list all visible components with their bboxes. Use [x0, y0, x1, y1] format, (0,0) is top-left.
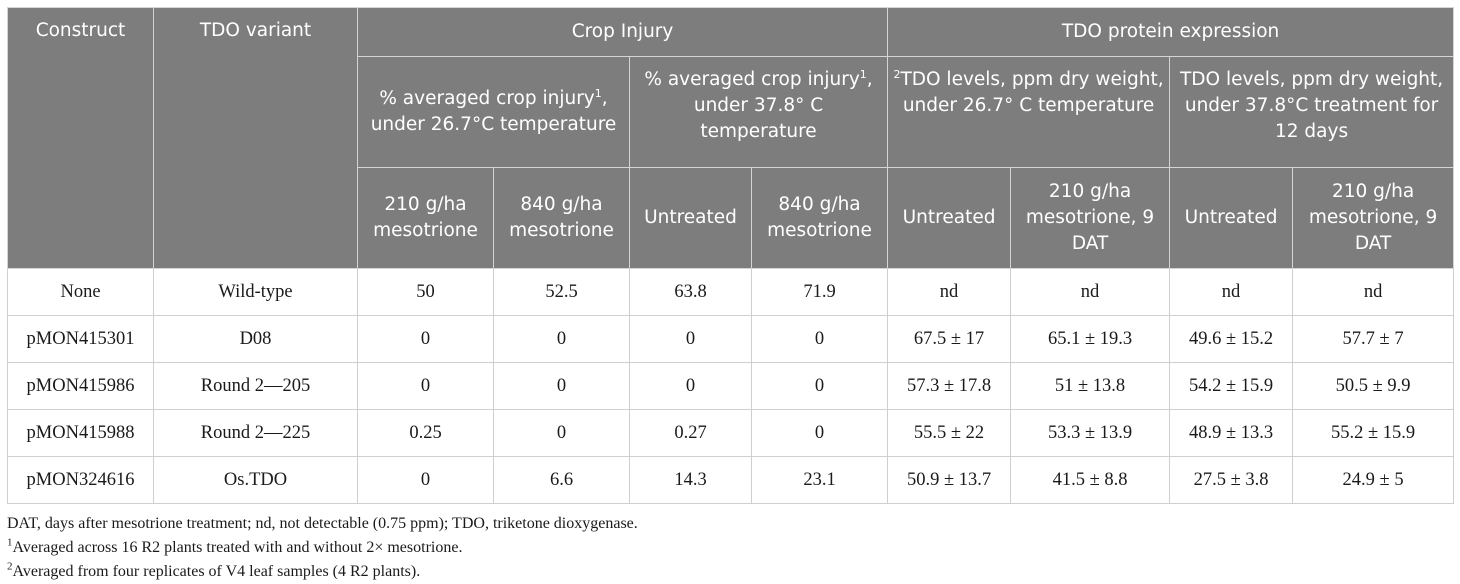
table-cell: 55.5 ± 22	[887, 409, 1012, 457]
table-row: pMON415301 D08 0 0 0 0 67.5 ± 17 65.1 ± 19.3 49.…	[7, 315, 1455, 363]
table-cell: Wild-type	[153, 268, 358, 316]
table-row: pMON415986 Round 2—205 0 0 0 0 57.3 ± 17.8 51 ±…	[7, 362, 1455, 410]
table-cell: 0	[750, 362, 889, 410]
table-cell: 49.6 ± 15.2	[1169, 315, 1294, 363]
table-cell: 0.27	[629, 409, 752, 457]
table-cell: 50.5 ± 9.9	[1292, 362, 1455, 410]
table-cell: 24.9 ± 5	[1292, 456, 1455, 504]
table-cell: nd	[1010, 268, 1171, 316]
header-crop-injury: Crop Injury	[356, 7, 889, 57]
header-injury-37: % averaged crop injury1, under 37.8° C t…	[628, 56, 889, 168]
header-tdo-37: TDO levels, ppm dry weight, under 37.8°C…	[1169, 56, 1455, 168]
table-body: None Wild-type 50 52.5 63.8 71.9 nd nd nd nd pMON4…	[7, 268, 1455, 504]
table-cell: 48.9 ± 13.3	[1169, 409, 1294, 457]
subheader-cell: Untreated	[1169, 167, 1294, 269]
table-cell: 27.5 ± 3.8	[1169, 456, 1294, 504]
footnote-1: 1Averaged across 16 R2 plants treated wi…	[7, 536, 463, 556]
table-cell: nd	[1169, 268, 1294, 316]
data-table: Construct TDO variant Crop Injury TDO pr…	[7, 7, 1455, 504]
table-cell: 51 ± 13.8	[1010, 362, 1171, 410]
header-construct: Construct	[7, 7, 154, 269]
table-cell: 14.3	[629, 456, 752, 504]
table-cell: pMON415988	[7, 409, 154, 457]
header-tdo-expression: TDO protein expression	[887, 7, 1455, 57]
table-cell: 0	[493, 315, 630, 363]
table-cell: 63.8	[629, 268, 752, 316]
table-cell: None	[7, 268, 154, 316]
table-cell: 50.9 ± 13.7	[887, 456, 1012, 504]
subheader-cell: 210 g/ha mesotrione, 9 DAT	[1010, 167, 1171, 269]
table-row: pMON415988 Round 2—225 0.25 0 0.27 0 55.5 ± 22…	[7, 409, 1455, 457]
table-cell: 41.5 ± 8.8	[1010, 456, 1171, 504]
table-cell: 0	[493, 362, 630, 410]
table-cell: nd	[1292, 268, 1455, 316]
subheader-cell: 210 g/ha mesotrione, 9 DAT	[1292, 167, 1455, 269]
table-cell: nd	[887, 268, 1012, 316]
subheader-cell: 840 g/ha mesotrione	[493, 167, 630, 269]
table-cell: 0	[629, 315, 752, 363]
table-cell: 52.5	[493, 268, 630, 316]
table-cell: 53.3 ± 13.9	[1010, 409, 1171, 457]
footnote-abbreviations: DAT, days after mesotrione treatment; nd…	[7, 515, 638, 532]
table-cell: 57.7 ± 7	[1292, 315, 1455, 363]
table-cell: 50	[357, 268, 494, 316]
subheader-cell: 840 g/ha mesotrione	[750, 167, 889, 269]
table-cell: 67.5 ± 17	[887, 315, 1012, 363]
table-cell: Round 2—205	[153, 362, 358, 410]
table-cell: Os.TDO	[153, 456, 358, 504]
table-cell: Round 2—225	[153, 409, 358, 457]
subheader-cell: Untreated	[629, 167, 752, 269]
table-container: Construct TDO variant Crop Injury TDO pr…	[7, 7, 1455, 584]
table-cell: pMON415986	[7, 362, 154, 410]
table-cell: 0	[357, 315, 494, 363]
header-tdo-26: 2TDO levels, ppm dry weight, under 26.7°…	[887, 56, 1171, 168]
subheader-cell: 210 g/ha mesotrione	[357, 167, 494, 269]
table-cell: 0	[493, 409, 630, 457]
table-cell: 55.2 ± 15.9	[1292, 409, 1455, 457]
table-cell: 0	[629, 362, 752, 410]
table-row: pMON324616 Os.TDO 0 6.6 14.3 23.1 50.9 ± 13.7 4…	[7, 456, 1455, 504]
header-tdo-variant: TDO variant	[153, 7, 358, 269]
table-cell: 23.1	[750, 456, 889, 504]
table-cell: 6.6	[493, 456, 630, 504]
table-cell: D08	[153, 315, 358, 363]
table-cell: pMON415301	[7, 315, 154, 363]
table-cell: 57.3 ± 17.8	[887, 362, 1012, 410]
table-cell: 0.25	[357, 409, 494, 457]
table-cell: 0	[357, 456, 494, 504]
table-footnotes: DAT, days after mesotrione treatment; nd…	[7, 512, 1453, 584]
footnote-2: 2Averaged from four replicates of V4 lea…	[7, 560, 421, 580]
table-cell: 71.9	[750, 268, 889, 316]
table-cell: pMON324616	[7, 456, 154, 504]
table-cell: 54.2 ± 15.9	[1169, 362, 1294, 410]
subheader-cell: Untreated	[887, 167, 1012, 269]
header-injury-26: % averaged crop injury1, under 26.7°C te…	[357, 56, 630, 168]
table-row: None Wild-type 50 52.5 63.8 71.9 nd nd nd nd	[7, 268, 1455, 316]
table-cell: 65.1 ± 19.3	[1010, 315, 1171, 363]
table-cell: 0	[750, 315, 889, 363]
table-cell: 0	[750, 409, 889, 457]
table-cell: 0	[357, 362, 494, 410]
